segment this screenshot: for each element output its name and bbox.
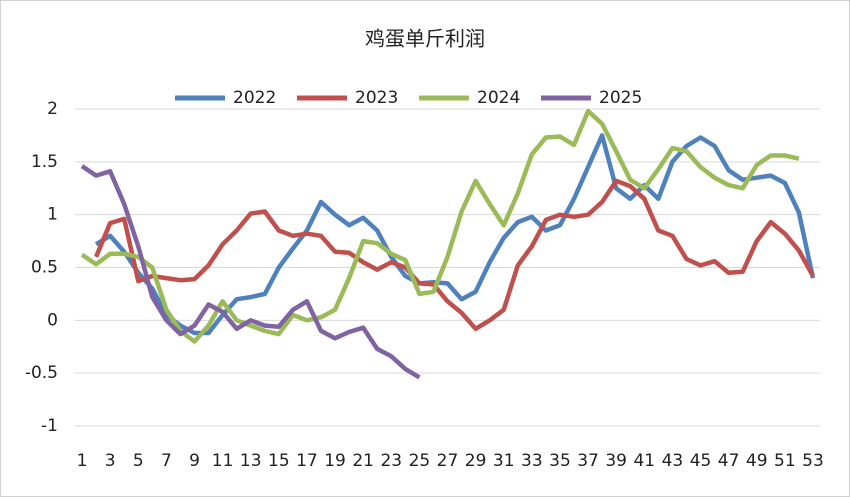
legend-label: 2025 bbox=[599, 88, 642, 108]
legend-label: 2024 bbox=[477, 88, 520, 108]
x-tick-label: 5 bbox=[133, 451, 144, 471]
y-tick-label: 0.5 bbox=[31, 258, 58, 278]
series-line bbox=[80, 108, 800, 344]
y-tick-label: -1 bbox=[41, 416, 58, 436]
x-tick-label: 49 bbox=[746, 451, 768, 471]
x-tick-label: 45 bbox=[690, 451, 712, 471]
x-tick-label: 9 bbox=[189, 451, 200, 471]
legend-label: 2023 bbox=[355, 88, 398, 108]
x-tick-label: 37 bbox=[577, 451, 599, 471]
y-tick-label: 1.5 bbox=[31, 152, 58, 172]
x-tick-label: 35 bbox=[549, 451, 571, 471]
x-tick-label: 19 bbox=[324, 451, 346, 471]
x-tick-label: 43 bbox=[662, 451, 684, 471]
x-tick-label: 23 bbox=[380, 451, 402, 471]
series-line bbox=[80, 164, 421, 380]
x-tick-label: 3 bbox=[105, 451, 116, 471]
x-tick-label: 11 bbox=[212, 451, 234, 471]
x-tick-label: 33 bbox=[521, 451, 543, 471]
x-tick-label: 21 bbox=[352, 451, 374, 471]
x-tick-label: 29 bbox=[465, 451, 487, 471]
y-tick-label: 1 bbox=[47, 205, 58, 225]
x-tick-label: 53 bbox=[802, 451, 824, 471]
y-tick-label: -0.5 bbox=[25, 363, 58, 383]
x-tick-label: 47 bbox=[718, 451, 740, 471]
series-line bbox=[94, 178, 815, 332]
x-tick-label: 25 bbox=[409, 451, 431, 471]
x-tick-label: 39 bbox=[605, 451, 627, 471]
x-tick-label: 13 bbox=[240, 451, 262, 471]
y-tick-label: 2 bbox=[47, 99, 58, 119]
x-tick-label: 27 bbox=[437, 451, 459, 471]
legend-label: 2022 bbox=[233, 88, 276, 108]
x-tick-label: 1 bbox=[77, 451, 88, 471]
x-tick-label: 15 bbox=[268, 451, 290, 471]
x-tick-label: 41 bbox=[633, 451, 655, 471]
x-tick-label: 51 bbox=[774, 451, 796, 471]
x-tick-label: 17 bbox=[296, 451, 318, 471]
chart-title: 鸡蛋单斤利润 bbox=[365, 27, 485, 51]
series-line bbox=[94, 133, 816, 336]
x-tick-label: 7 bbox=[161, 451, 172, 471]
y-tick-label: 0 bbox=[47, 310, 58, 330]
x-tick-label: 31 bbox=[493, 451, 515, 471]
